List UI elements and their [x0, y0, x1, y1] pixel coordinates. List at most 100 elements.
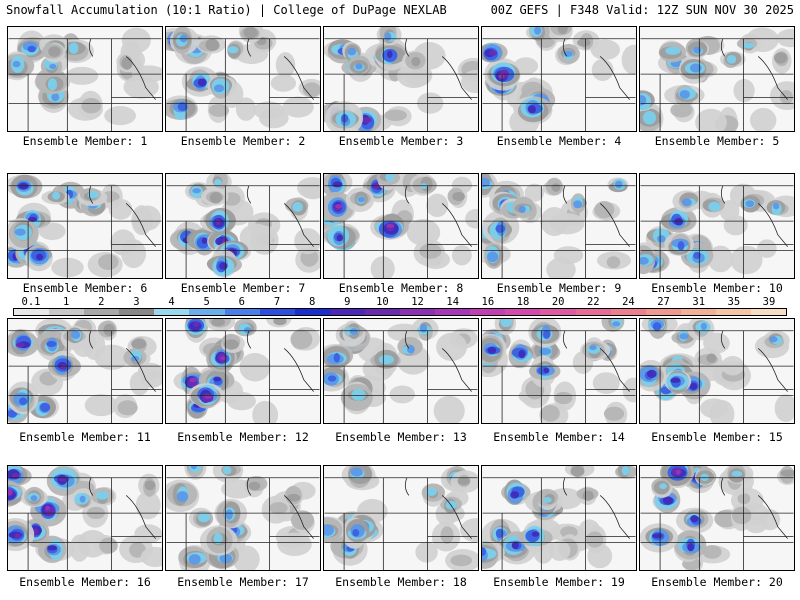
ensemble-map-panel: [481, 465, 637, 571]
colorbar-tick-label: 31: [692, 296, 706, 308]
ensemble-map-panel: [7, 26, 163, 132]
colorbar-segment: [259, 309, 295, 315]
snowfall-map: [8, 319, 162, 423]
ensemble-map-panel: [165, 173, 321, 279]
colorbar-tick-label: 18: [516, 296, 530, 308]
ensemble-map-panel: [323, 26, 479, 132]
colorbar-tick-label: 3: [133, 296, 140, 308]
snowfall-map: [166, 319, 320, 423]
colorbar-segment: [575, 309, 611, 315]
ensemble-map-panel: [165, 318, 321, 424]
colorbar-segment: [84, 309, 120, 315]
ensemble-member-label: Ensemble Member: 2: [180, 134, 306, 148]
ensemble-member-label: Ensemble Member: 14: [493, 430, 625, 444]
colorbar-segment: [189, 309, 225, 315]
snowfall-map: [324, 319, 478, 423]
snowfall-map: [640, 174, 794, 278]
colorbar-segment: [435, 309, 471, 315]
colorbar-tick-label: 9: [344, 296, 351, 308]
colorbar-tick-label: 24: [622, 296, 635, 308]
ensemble-map-panel: [639, 173, 795, 279]
colorbar-segment: [14, 309, 50, 315]
colorbar-tick-label: 2: [98, 296, 105, 308]
colorbar-segment: [750, 309, 787, 315]
ensemble-map-panel: [481, 173, 637, 279]
ensemble-member-label: Ensemble Member: 16: [19, 575, 151, 589]
colorbar-tick-label: 8: [308, 296, 316, 308]
ensemble-member-label: Ensemble Member: 20: [651, 575, 783, 589]
colorbar-segment: [364, 309, 401, 315]
colorbar-tick-label: 27: [657, 296, 670, 308]
colorbar-segment: [715, 309, 751, 315]
snowfall-colorbar: [13, 308, 787, 316]
colorbar-tick-label: 14: [446, 296, 460, 308]
ensemble-member-label: Ensemble Member: 19: [493, 575, 625, 589]
snowfall-map: [482, 27, 636, 131]
ensemble-member-label: Ensemble Member: 1: [22, 134, 148, 148]
colorbar-segment: [505, 309, 541, 315]
snowfall-map: [482, 174, 636, 278]
snowfall-map: [640, 466, 794, 570]
ensemble-member-label: Ensemble Member: 18: [335, 575, 467, 589]
colorbar-segment: [49, 309, 85, 315]
snowfall-map: [8, 27, 162, 131]
snowfall-map: [324, 27, 478, 131]
colorbar-segment: [329, 309, 365, 315]
colorbar-tick-label: 35: [727, 296, 741, 308]
snowfall-map: [482, 319, 636, 423]
ensemble-map-panel: [639, 318, 795, 424]
colorbar-tick-label: 4: [168, 296, 175, 308]
snowfall-map: [8, 174, 162, 278]
colorbar-tick-label: 39: [762, 296, 776, 308]
colorbar-segment: [680, 309, 716, 315]
colorbar-tick-label: 5: [203, 296, 210, 308]
colorbar-tick-label: 16: [481, 296, 495, 308]
ensemble-member-label: Ensemble Member: 11: [19, 430, 151, 444]
colorbar-segment: [119, 309, 155, 315]
colorbar-tick-label: 22: [586, 296, 600, 308]
chart-title: Snowfall Accumulation (10:1 Ratio) | Col…: [6, 3, 447, 17]
colorbar-tick-label: 0.1: [21, 296, 41, 308]
ensemble-map-panel: [7, 465, 163, 571]
ensemble-member-label: Ensemble Member: 13: [335, 430, 467, 444]
ensemble-map-panel: [323, 465, 479, 571]
ensemble-member-label: Ensemble Member: 6: [22, 281, 148, 295]
ensemble-member-label: Ensemble Member: 15: [651, 430, 783, 444]
ensemble-member-label: Ensemble Member: 9: [496, 281, 622, 295]
ensemble-map-panel: [323, 173, 479, 279]
snowfall-map: [640, 319, 794, 423]
ensemble-map-panel: [639, 26, 795, 132]
colorbar-tick-label: 6: [238, 296, 246, 308]
ensemble-member-label: Ensemble Member: 8: [338, 281, 464, 295]
snowfall-map: [324, 174, 478, 278]
ensemble-member-label: Ensemble Member: 3: [338, 134, 464, 148]
ensemble-map-panel: [165, 465, 321, 571]
colorbar-segment: [294, 309, 330, 315]
ensemble-member-label: Ensemble Member: 4: [496, 134, 622, 148]
colorbar-segment: [400, 309, 436, 315]
ensemble-map-panel: [7, 173, 163, 279]
ensemble-map-panel: [165, 26, 321, 132]
colorbar-segment: [540, 309, 576, 315]
ensemble-map-panel: [481, 318, 637, 424]
ensemble-member-label: Ensemble Member: 17: [177, 575, 309, 589]
snowfall-map: [482, 466, 636, 570]
ensemble-map-panel: [481, 26, 637, 132]
ensemble-map-panel: [639, 465, 795, 571]
ensemble-member-label: Ensemble Member: 12: [177, 430, 309, 444]
ensemble-member-label: Ensemble Member: 10: [651, 281, 783, 295]
colorbar-segment: [224, 309, 260, 315]
colorbar-segment: [470, 309, 506, 315]
ensemble-member-label: Ensemble Member: 7: [180, 281, 306, 295]
snowfall-map: [166, 174, 320, 278]
colorbar-segment: [610, 309, 646, 315]
colorbar-tick-label: 12: [411, 296, 424, 308]
ensemble-map-panel: [323, 318, 479, 424]
colorbar-tick-label: 7: [273, 296, 281, 308]
colorbar-tick-label: 1: [62, 296, 70, 308]
snowfall-map: [324, 466, 478, 570]
colorbar-tick-label: 10: [376, 296, 389, 308]
colorbar-segment: [645, 309, 681, 315]
colorbar-segment: [154, 309, 190, 315]
run-valid-time: 00Z GEFS | F348 Valid: 12Z SUN NOV 30 20…: [490, 3, 794, 17]
